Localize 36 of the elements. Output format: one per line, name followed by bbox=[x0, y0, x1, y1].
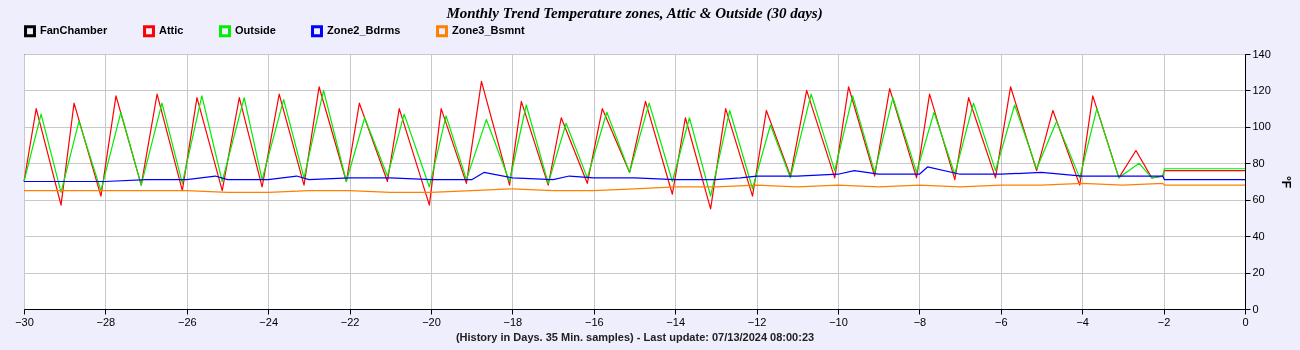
y-axis-title: °F bbox=[1278, 175, 1293, 189]
legend-label: Zone3_Bsmnt bbox=[452, 24, 526, 37]
x-tick-label: −30 bbox=[15, 315, 34, 328]
legend-label: FanChamber bbox=[40, 24, 108, 37]
line-series bbox=[23, 80, 1246, 210]
y-tick-label: 120 bbox=[1252, 83, 1271, 96]
legend-label: Outside bbox=[235, 24, 276, 37]
x-tick-label: −6 bbox=[995, 315, 1008, 328]
x-tick-label: −24 bbox=[259, 315, 279, 328]
y-tick-label: 40 bbox=[1252, 229, 1265, 242]
legend-label: Attic bbox=[159, 24, 184, 37]
x-tick-label: −14 bbox=[666, 315, 686, 328]
x-axis-title: (History in Days. 35 Min. samples) - Last update: 07/13/2024 08:00:23 bbox=[455, 330, 815, 343]
x-tick-label: 0 bbox=[1242, 315, 1249, 328]
legend-label: Zone2_Bdrms bbox=[327, 24, 401, 37]
y-tick-label: 100 bbox=[1252, 120, 1271, 133]
line-series bbox=[23, 182, 1246, 194]
x-tick-label: −4 bbox=[1076, 315, 1089, 328]
x-tick-label: −28 bbox=[96, 315, 116, 328]
y-tick-label: 20 bbox=[1252, 266, 1265, 279]
chart-title: Monthly Trend Temperature zones, Attic & Outside (30 days) bbox=[445, 5, 823, 22]
x-tick-label: −10 bbox=[829, 315, 848, 328]
x-tick-label: −18 bbox=[503, 315, 523, 328]
x-tick-label: −12 bbox=[747, 315, 767, 328]
line-series bbox=[23, 89, 1246, 197]
x-tick-label: −22 bbox=[340, 315, 360, 328]
y-tick-label: 0 bbox=[1252, 302, 1259, 315]
y-tick-label: 60 bbox=[1252, 193, 1265, 206]
x-tick-label: −20 bbox=[422, 315, 441, 328]
line-series bbox=[23, 166, 1246, 183]
x-tick-label: −2 bbox=[1157, 315, 1171, 328]
x-tick-label: −8 bbox=[913, 315, 927, 328]
y-tick-label: 80 bbox=[1252, 156, 1265, 169]
x-tick-label: −16 bbox=[584, 315, 604, 328]
y-tick-label: 140 bbox=[1252, 47, 1271, 60]
x-tick-label: −26 bbox=[177, 315, 197, 328]
